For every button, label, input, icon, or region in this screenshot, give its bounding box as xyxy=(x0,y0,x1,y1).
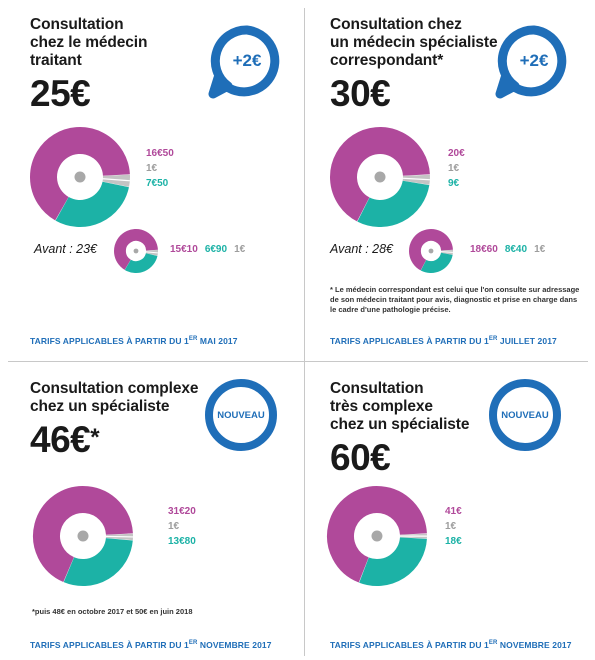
value-gray: 1€ xyxy=(445,521,457,532)
panel-title: Consultation complexe chez un spécialist… xyxy=(30,380,199,416)
new-badge: NOUVEAU xyxy=(501,410,549,421)
value-gray: 1€ xyxy=(448,163,460,174)
value-pink: 31€20 xyxy=(168,506,196,517)
price: 60€ xyxy=(330,437,391,478)
value-pink: 20€ xyxy=(448,148,465,159)
slice-pink xyxy=(409,229,453,271)
donut-chart xyxy=(30,127,130,227)
donut-chart xyxy=(327,486,428,586)
previous-values: 15€10 6€90 1€ xyxy=(170,244,252,255)
value-teal: 7€50 xyxy=(146,178,169,189)
donut-chart-small xyxy=(409,229,453,273)
horizontal-divider xyxy=(8,361,588,362)
title-line: chez le médecin xyxy=(30,34,148,51)
new-badge-circle xyxy=(205,379,277,451)
donut-chart xyxy=(33,486,134,586)
slice-pink xyxy=(30,127,130,221)
footer-date: TARIFS APPLICABLES À PARTIR DU 1ER NOVEM… xyxy=(30,640,272,650)
value-list: 31€20 1€ 13€80 xyxy=(168,504,196,549)
donut-chart-small xyxy=(114,229,158,273)
title-line: traitant xyxy=(30,52,82,69)
title-line: chez un spécialiste xyxy=(30,398,170,415)
footer-date: TARIFS APPLICABLES À PARTIR DU 1ER MAI 2… xyxy=(30,336,238,346)
pointer-line xyxy=(430,250,453,253)
title-line: correspondant* xyxy=(330,52,444,69)
value-teal: 6€90 xyxy=(204,244,228,255)
value-teal: 13€80 xyxy=(168,536,196,547)
value-pink: 18€60 xyxy=(470,244,498,255)
footer-date: TARIFS APPLICABLES À PARTIR DU 1ER JUILL… xyxy=(330,336,557,346)
center-dot xyxy=(77,530,89,542)
footnote-line: de son médecin traitant pour avis, diagn… xyxy=(330,295,578,304)
title-line: Consultation complexe xyxy=(30,380,199,397)
title-line: Consultation xyxy=(30,16,124,33)
center-dot xyxy=(428,248,434,254)
value-pink: 41€ xyxy=(445,506,462,517)
slice-pink xyxy=(114,229,158,270)
value-pink: 16€50 xyxy=(146,148,174,159)
value-gray: 1€ xyxy=(168,521,180,532)
slice-teal xyxy=(359,536,427,586)
slice-teal xyxy=(124,252,158,273)
center-dot xyxy=(133,248,139,254)
footnote-line: le cadre d'une pathologie précise. xyxy=(330,305,451,314)
value-teal: 18€ xyxy=(445,536,462,547)
slice-teal xyxy=(63,537,133,586)
value-list: 20€ 1€ 9€ xyxy=(448,146,465,191)
price: 46€* xyxy=(30,419,100,460)
title-line: chez un spécialiste xyxy=(330,416,470,433)
center-dot xyxy=(374,171,386,183)
new-badge-circle xyxy=(489,379,561,451)
title-line: un médecin spécialiste xyxy=(330,34,498,51)
title-line: Consultation xyxy=(330,380,424,397)
pointer-line xyxy=(79,176,130,182)
panel-title: Consultation chez le médecin traitant xyxy=(30,16,147,70)
price: 30€ xyxy=(330,73,391,114)
slice-pink xyxy=(327,486,427,583)
footnote: * Le médecin correspondant est celui que… xyxy=(330,285,579,315)
slice-pink xyxy=(330,127,430,222)
pointer-line xyxy=(135,250,158,254)
increase-badge: +2€ xyxy=(519,51,549,70)
price: 25€ xyxy=(30,73,91,114)
value-gray: 1€ xyxy=(146,163,158,174)
value-gray: 1€ xyxy=(234,244,246,255)
footnote-line: * Le médecin correspondant est celui que… xyxy=(330,285,580,294)
pointer-line xyxy=(379,176,430,181)
slice-teal xyxy=(420,252,453,273)
value-teal: 9€ xyxy=(448,178,460,189)
speech-bubble-icon xyxy=(208,25,280,99)
donut-chart xyxy=(330,127,430,227)
value-gray: 1€ xyxy=(534,244,546,255)
increase-badge: +2€ xyxy=(232,51,262,70)
title-line: très complexe xyxy=(330,398,433,415)
vertical-divider xyxy=(304,8,305,656)
slice-pink xyxy=(33,486,133,582)
speech-bubble-icon xyxy=(495,25,567,99)
pointer-line xyxy=(82,535,134,538)
value-list: 41€ 1€ 18€ xyxy=(445,504,462,549)
slice-teal xyxy=(55,180,129,227)
previous-price: Avant : 23€ xyxy=(34,242,98,256)
previous-price: Avant : 28€ xyxy=(330,242,394,256)
center-dot xyxy=(74,171,86,183)
panel-title: Consultation chez un médecin spécialiste… xyxy=(330,16,498,70)
value-list: 16€50 1€ 7€50 xyxy=(146,146,174,191)
value-teal: 8€40 xyxy=(504,244,528,255)
value-pink: 15€10 xyxy=(170,244,198,255)
footer-date: TARIFS APPLICABLES À PARTIR DU 1ER NOVEM… xyxy=(330,640,572,650)
footnote: *puis 48€ en octobre 2017 et 50€ en juin… xyxy=(32,607,193,617)
new-badge: NOUVEAU xyxy=(217,410,265,421)
center-dot xyxy=(371,530,383,542)
footnote-line: *puis 48€ en octobre 2017 et 50€ en juin… xyxy=(32,607,193,616)
previous-values: 18€60 8€40 1€ xyxy=(470,244,552,255)
panel-title: Consultation très complexe chez un spéci… xyxy=(330,380,469,434)
title-line: Consultation chez xyxy=(330,16,462,33)
slice-teal xyxy=(357,179,430,227)
